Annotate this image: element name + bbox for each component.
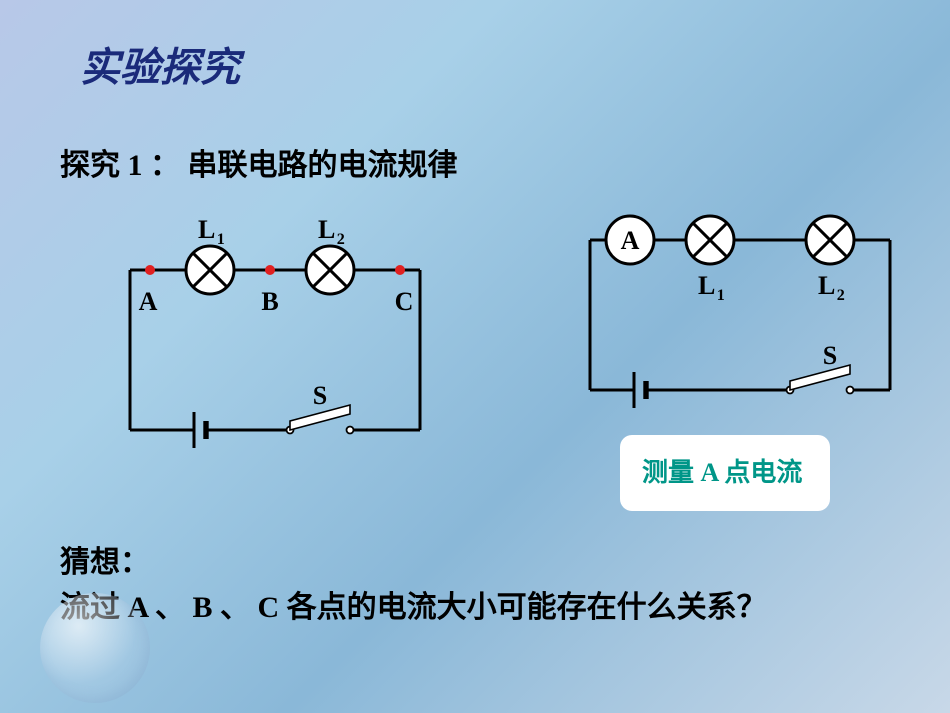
callout-text: 测量 A 点电流: [642, 458, 802, 487]
svg-text:L: L: [198, 215, 215, 244]
investigation-title: 探究 1 ： 串联电路的电流规律: [60, 140, 458, 184]
svg-text:S: S: [823, 341, 837, 370]
hypothesis-block: 猜想： 流过 A 、 B 、 C 各点的电流大小可能存在什么关系？: [60, 540, 767, 630]
svg-text:L: L: [698, 271, 715, 300]
circuit-diagram-right: AL1L2S: [570, 200, 910, 415]
svg-text:1: 1: [717, 287, 725, 304]
svg-text:B: B: [261, 287, 278, 316]
svg-text:L: L: [818, 271, 835, 300]
svg-text:1: 1: [217, 231, 225, 248]
svg-text:L: L: [318, 215, 335, 244]
svg-text:2: 2: [337, 231, 345, 248]
svg-text:C: C: [395, 287, 414, 316]
hypothesis-label: 猜想：: [60, 540, 767, 585]
title-text: 实验探究: [80, 45, 240, 90]
hypothesis-question: 流过 A 、 B 、 C 各点的电流大小可能存在什么关系？: [60, 585, 767, 630]
measure-callout: 测量 A 点电流: [620, 435, 830, 511]
series-circuit-ammeter: AL1L2S: [570, 200, 910, 410]
slide-title: 实验探究: [80, 35, 240, 93]
svg-text:A: A: [139, 287, 158, 316]
svg-text:A: A: [621, 226, 640, 255]
series-circuit-abc: L1L2ABCS: [110, 210, 440, 470]
svg-text:2: 2: [837, 287, 845, 304]
svg-text:S: S: [313, 381, 327, 410]
circuit-diagram-left: L1L2ABCS: [110, 210, 440, 475]
